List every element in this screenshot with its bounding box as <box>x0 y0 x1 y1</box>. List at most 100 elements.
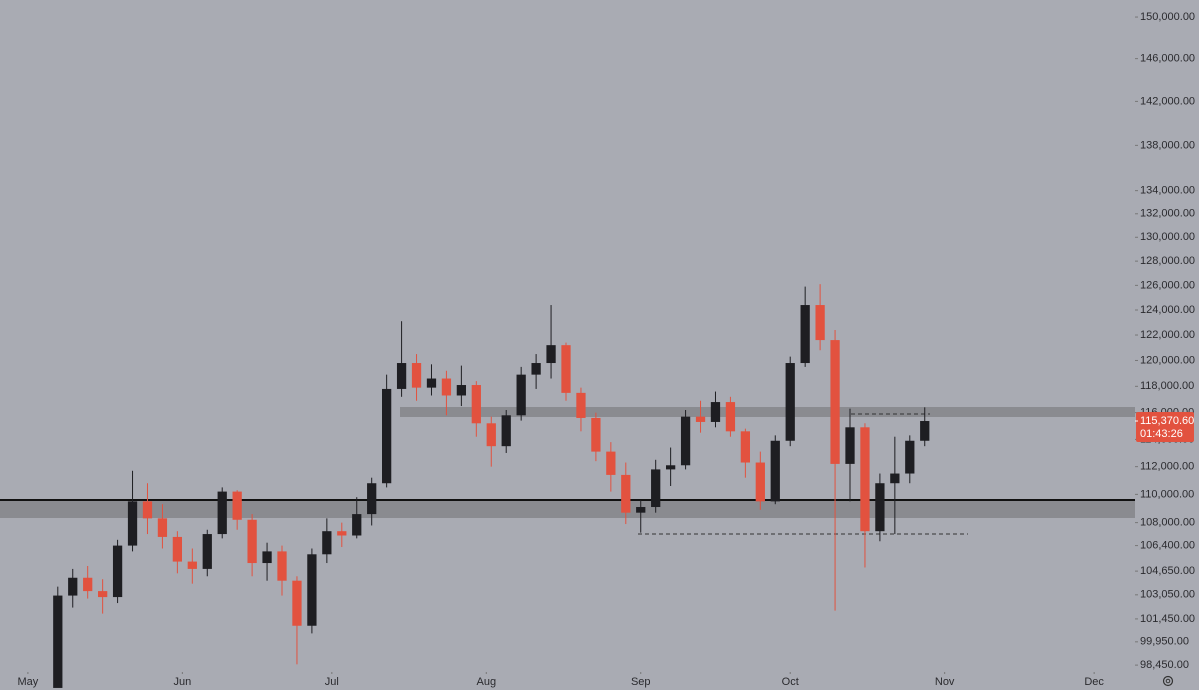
candle-body <box>367 483 377 515</box>
candle-body <box>172 536 183 562</box>
candle-body <box>546 345 556 364</box>
candle-body <box>337 531 347 536</box>
candle-body <box>920 421 930 441</box>
y-tick-label: 142,000.00 <box>1140 95 1195 107</box>
support-zone <box>0 501 1135 518</box>
x-tick-label: Jul <box>325 676 339 688</box>
y-tick-label: 104,650.00 <box>1140 565 1195 577</box>
y-tick-label: 99,950.00 <box>1140 636 1189 648</box>
y-tick-label: 122,000.00 <box>1140 329 1195 341</box>
candle-body <box>800 305 810 364</box>
y-tick-label: 110,000.00 <box>1140 488 1194 500</box>
candle-body <box>905 440 915 474</box>
candle-body <box>860 427 870 532</box>
candle-body <box>187 561 197 569</box>
x-tick-label: Oct <box>782 676 799 688</box>
y-tick-label: 150,000.00 <box>1140 11 1195 23</box>
y-tick-label: 138,000.00 <box>1140 139 1195 151</box>
candle-body <box>456 385 467 396</box>
candle-body <box>501 415 511 447</box>
x-tick-label: May <box>18 676 39 688</box>
candle-body <box>396 363 407 389</box>
candle-body <box>576 392 586 418</box>
y-tick-label: 112,000.00 <box>1140 461 1194 473</box>
y-tick-label: 132,000.00 <box>1140 208 1195 220</box>
candle-body <box>292 580 302 626</box>
last-price-label: 115,370.60 <box>1140 415 1194 427</box>
x-tick-label: Jun <box>173 676 191 688</box>
x-tick-label: Dec <box>1084 676 1104 688</box>
candle-body <box>68 577 78 596</box>
candle-body <box>352 514 362 536</box>
candle-body <box>322 531 332 555</box>
y-tick-label: 126,000.00 <box>1140 279 1195 291</box>
candle-body <box>710 402 721 422</box>
candle-body <box>98 591 108 598</box>
candle-body <box>680 416 691 466</box>
candle-body <box>785 363 795 441</box>
candle-body <box>890 473 900 484</box>
y-tick-label: 98,450.00 <box>1140 659 1189 671</box>
resistance-zone <box>400 407 1135 417</box>
candle-body <box>232 491 242 520</box>
y-tick-label: 134,000.00 <box>1140 185 1195 197</box>
candle-body <box>651 469 661 508</box>
candle-body <box>142 501 153 519</box>
candle-body <box>217 491 227 535</box>
candle-body <box>695 416 706 422</box>
candle-body <box>112 545 123 598</box>
candle-body <box>411 363 422 388</box>
y-tick-label: 108,000.00 <box>1140 517 1195 529</box>
y-tick-label: 103,050.00 <box>1140 589 1195 601</box>
candle-body <box>247 519 257 564</box>
candle-body <box>606 451 616 475</box>
candle-body <box>307 554 317 626</box>
settings-icon[interactable] <box>1162 675 1174 687</box>
candle-body <box>875 483 885 532</box>
x-tick-label: Nov <box>935 676 955 688</box>
candle-body <box>382 388 392 484</box>
candles <box>53 284 930 688</box>
candle-body <box>636 507 646 513</box>
y-tick-label: 146,000.00 <box>1140 53 1195 65</box>
y-tick-label: 118,000.00 <box>1140 380 1194 392</box>
x-tick-label: Sep <box>631 676 651 688</box>
candle-body <box>83 577 93 592</box>
candle-body <box>157 518 168 537</box>
candle-body <box>53 595 63 688</box>
price-axis: 150,000.00 146,000.00 142,000.00 138,000.00… <box>18 11 1196 688</box>
candle-body <box>516 374 526 416</box>
candle-body <box>621 474 631 513</box>
candle-body <box>830 340 840 464</box>
y-tick-label: 130,000.00 <box>1140 231 1195 243</box>
candle-body <box>770 440 780 502</box>
candle-body <box>531 363 541 375</box>
candle-body <box>755 462 765 502</box>
last-price-box <box>1136 412 1194 443</box>
candle-body <box>561 345 571 393</box>
candle-body <box>845 427 855 464</box>
y-tick-label: 120,000.00 <box>1140 354 1195 366</box>
candle-body <box>471 385 481 424</box>
candle-body <box>426 378 437 388</box>
candle-body <box>815 305 825 341</box>
candle-body <box>666 465 676 470</box>
candle-body <box>486 423 496 447</box>
countdown: 01:43:26 <box>1140 428 1183 440</box>
y-tick-label: 128,000.00 <box>1140 255 1195 267</box>
candle-body <box>202 534 212 569</box>
candle-body <box>127 501 138 546</box>
y-tick-label: 124,000.00 <box>1140 304 1195 316</box>
candle-body <box>725 402 736 432</box>
y-tick-label: 101,450.00 <box>1140 613 1195 625</box>
candle-body <box>740 431 751 463</box>
candle-body <box>591 417 601 452</box>
candle-body <box>441 378 452 396</box>
x-tick-label: Aug <box>476 676 496 688</box>
y-tick-label: 106,400.00 <box>1140 539 1195 551</box>
candle-body <box>277 551 287 581</box>
candle-body <box>262 551 272 564</box>
